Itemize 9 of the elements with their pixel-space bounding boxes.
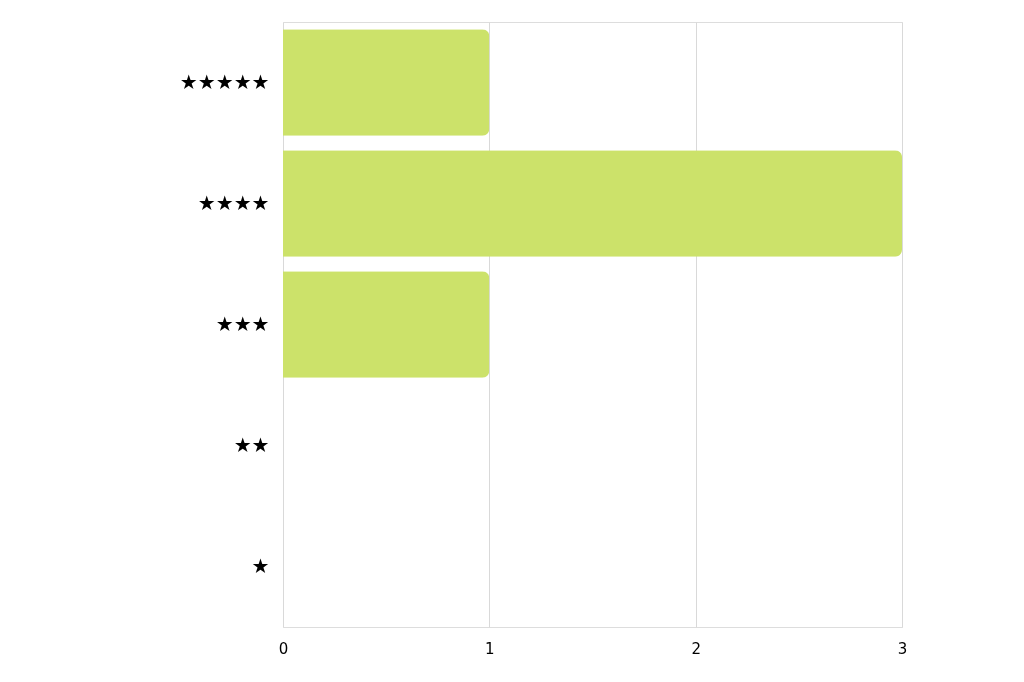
y-tick-label: ★★	[233, 432, 270, 457]
y-tick-label: ★★★★	[197, 190, 270, 215]
y-tick-label: ★★★	[215, 311, 270, 336]
y-tick-label: ★★★★★	[179, 69, 270, 94]
x-tick-label: 3	[897, 639, 908, 658]
x-tick-label: 0	[278, 639, 289, 658]
x-tick-label: 1	[485, 639, 495, 658]
x-tick-label: 2	[691, 639, 701, 658]
y-tick-label: ★	[251, 553, 270, 578]
